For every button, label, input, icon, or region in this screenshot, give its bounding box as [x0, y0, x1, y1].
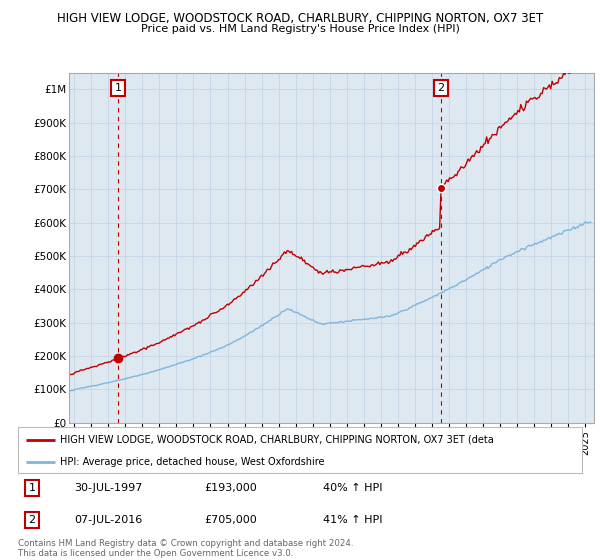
- Text: 2: 2: [437, 83, 445, 93]
- Text: 1: 1: [29, 483, 35, 493]
- Text: £193,000: £193,000: [204, 483, 257, 493]
- Text: Contains HM Land Registry data © Crown copyright and database right 2024.
This d: Contains HM Land Registry data © Crown c…: [18, 539, 353, 558]
- Text: 2: 2: [29, 515, 35, 525]
- Text: 40% ↑ HPI: 40% ↑ HPI: [323, 483, 382, 493]
- Text: HIGH VIEW LODGE, WOODSTOCK ROAD, CHARLBURY, CHIPPING NORTON, OX7 3ET (deta: HIGH VIEW LODGE, WOODSTOCK ROAD, CHARLBU…: [60, 435, 494, 445]
- Text: 07-JUL-2016: 07-JUL-2016: [74, 515, 143, 525]
- Text: HPI: Average price, detached house, West Oxfordshire: HPI: Average price, detached house, West…: [60, 457, 325, 466]
- Text: Price paid vs. HM Land Registry's House Price Index (HPI): Price paid vs. HM Land Registry's House …: [140, 24, 460, 34]
- Text: 1: 1: [115, 83, 122, 93]
- Text: 41% ↑ HPI: 41% ↑ HPI: [323, 515, 382, 525]
- Text: HIGH VIEW LODGE, WOODSTOCK ROAD, CHARLBURY, CHIPPING NORTON, OX7 3ET: HIGH VIEW LODGE, WOODSTOCK ROAD, CHARLBU…: [57, 12, 543, 25]
- Text: £705,000: £705,000: [204, 515, 257, 525]
- Text: 30-JUL-1997: 30-JUL-1997: [74, 483, 143, 493]
